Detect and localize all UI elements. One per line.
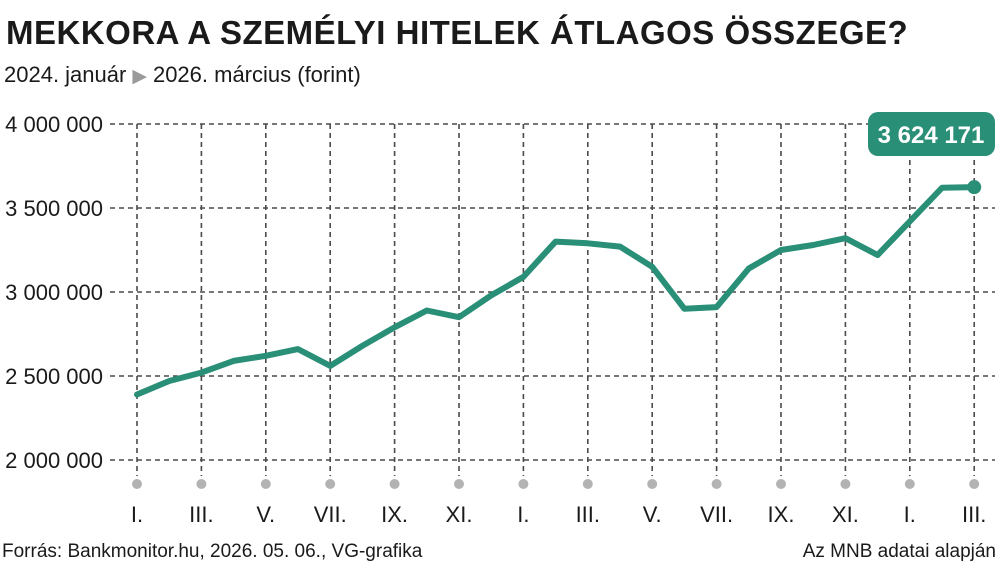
y-tick-label: 2 000 000 bbox=[5, 448, 103, 473]
x-tick-dot bbox=[325, 479, 336, 489]
x-tick-dot bbox=[389, 479, 400, 489]
y-tick-label: 2 500 000 bbox=[5, 364, 103, 389]
x-tick-label: I. bbox=[517, 502, 529, 527]
x-tick-dot bbox=[904, 479, 915, 489]
y-tick-label: 3 000 000 bbox=[5, 280, 103, 305]
x-tick-label: XI. bbox=[446, 502, 473, 527]
last-value-callout bbox=[868, 112, 995, 156]
series-line bbox=[134, 184, 978, 398]
x-tick-dot bbox=[260, 479, 271, 489]
x-tick-dot bbox=[132, 479, 142, 489]
x-tick-dot bbox=[776, 479, 786, 489]
x-tick-dot bbox=[582, 479, 593, 489]
x-tick-dot bbox=[840, 479, 851, 489]
x-tick-dot bbox=[647, 479, 658, 489]
x-tick-dot bbox=[454, 479, 464, 489]
subtitle-from: 2024. január bbox=[4, 62, 127, 87]
x-tick-dot bbox=[196, 479, 207, 489]
data-note: Az MNB adatai alapján bbox=[802, 541, 996, 562]
x-tick-label: VII. bbox=[700, 502, 733, 527]
source-note: Forrás: Bankmonitor.hu, 2026. 05. 06., V… bbox=[2, 541, 423, 562]
x-tick-dot bbox=[969, 479, 980, 489]
last-point-marker bbox=[967, 180, 982, 195]
chart-subtitle: 2024. január ▶ 2026. március (forint) bbox=[4, 62, 361, 88]
x-tick-label: IX. bbox=[381, 502, 408, 527]
x-tick-label: I. bbox=[131, 502, 143, 527]
x-tick-label: III. bbox=[576, 502, 600, 527]
x-tick-label: I. bbox=[904, 502, 916, 527]
y-tick-label: 3 500 000 bbox=[5, 196, 103, 221]
subtitle-to: 2026. március (forint) bbox=[152, 62, 361, 87]
x-tick-label: VII. bbox=[314, 502, 347, 527]
x-tick-label: III. bbox=[962, 502, 986, 527]
x-tick-label: IX. bbox=[768, 502, 795, 527]
chart-title: MEKKORA A SZEMÉLYI HITELEK ÁTLAGOS ÖSSZE… bbox=[6, 14, 909, 51]
triangle-right-icon: ▶ bbox=[132, 66, 147, 87]
x-tick-dot bbox=[518, 479, 529, 489]
x-tick-label: XI. bbox=[832, 502, 859, 527]
x-tick-label: III. bbox=[189, 502, 213, 527]
x-tick-label: V. bbox=[643, 502, 662, 527]
x-tick-label: V. bbox=[256, 502, 275, 527]
last-value-label: 3 624 171 bbox=[878, 122, 985, 149]
x-tick-dot bbox=[711, 479, 722, 489]
y-tick-label: 4 000 000 bbox=[5, 112, 103, 137]
